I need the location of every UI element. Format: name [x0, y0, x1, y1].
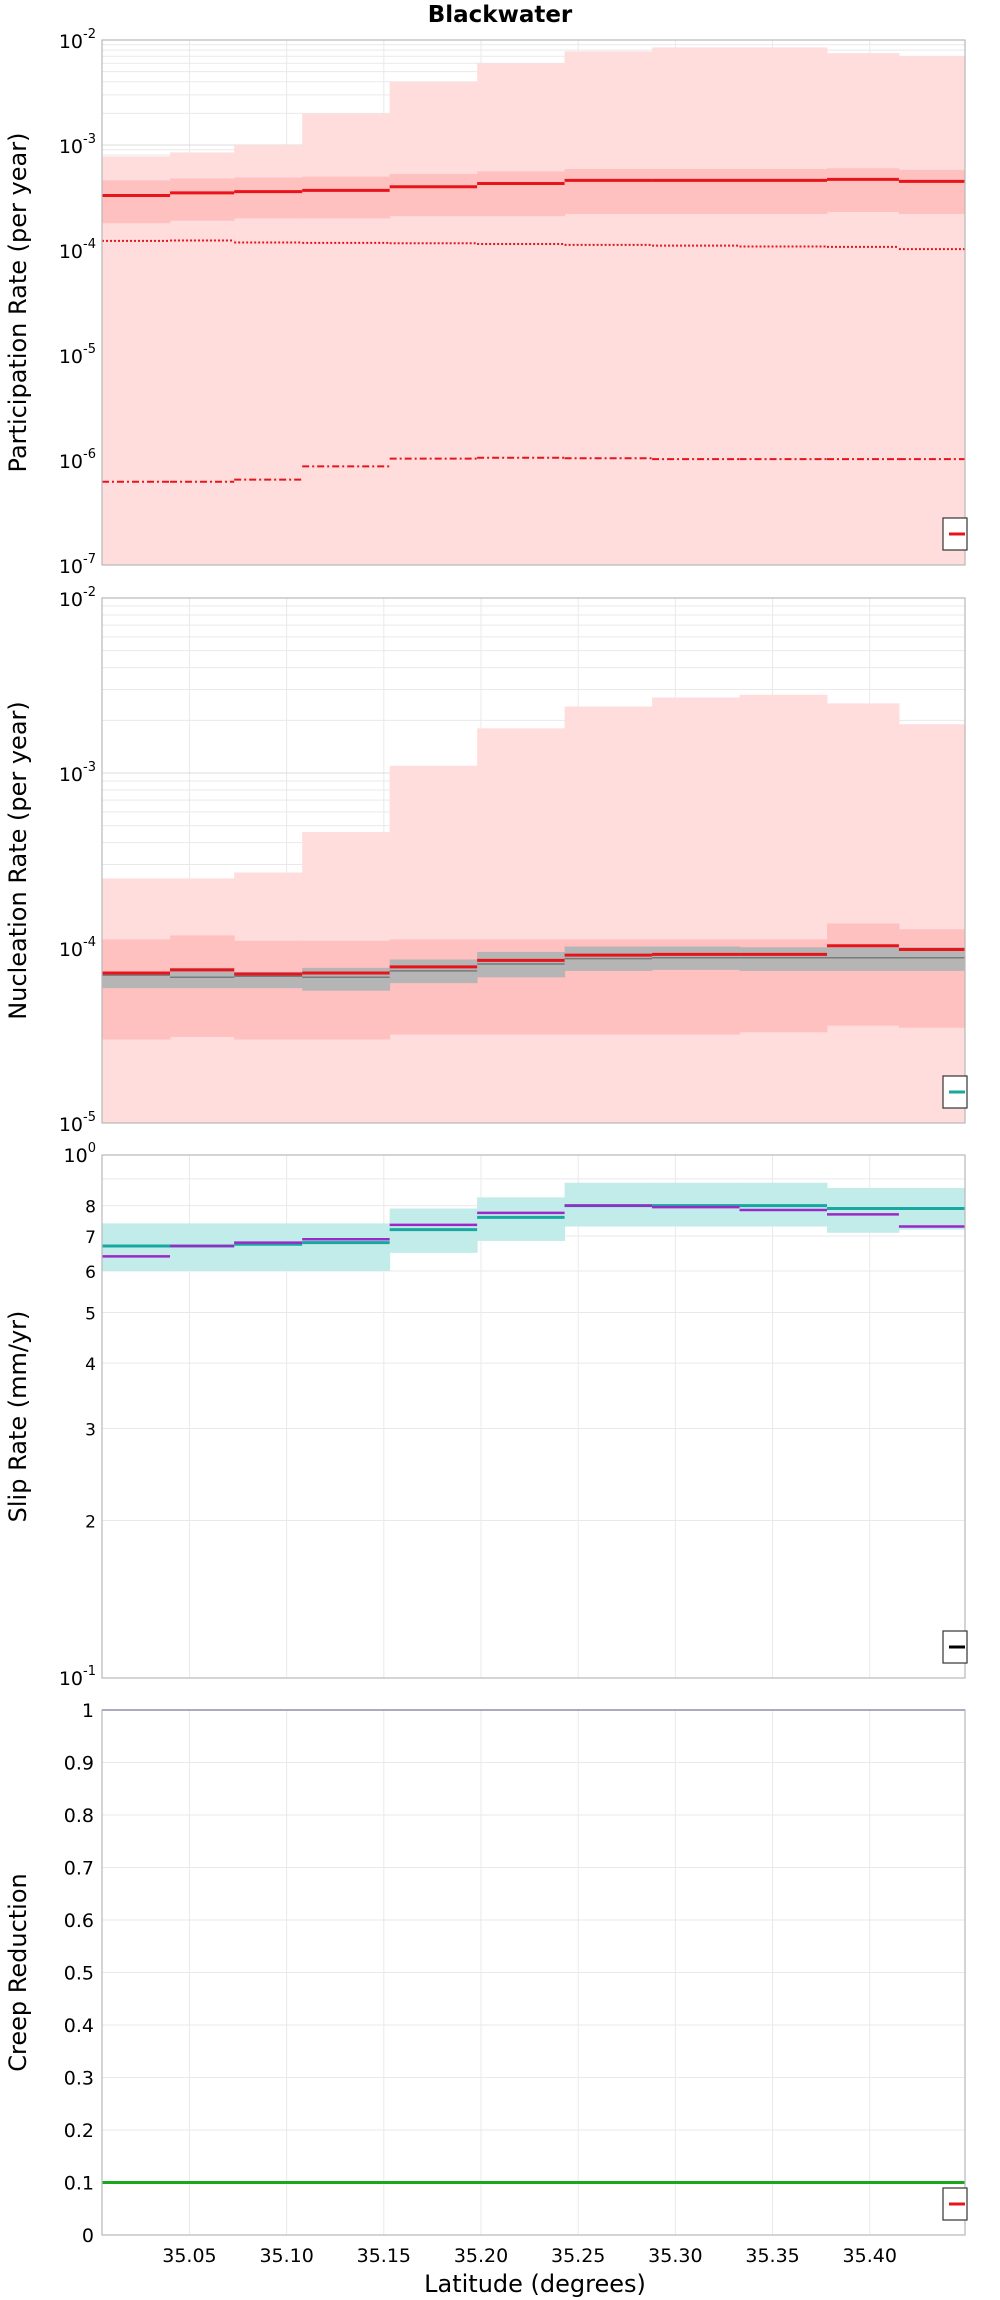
band-bar [102, 180, 171, 224]
legend [942, 2187, 968, 2221]
band-bar [102, 971, 171, 989]
band-bar [739, 694, 828, 1123]
y-tick-label: 3 [85, 1420, 96, 1440]
band-bar [826, 53, 900, 566]
band-bar [302, 176, 391, 219]
y-tick-label: 10-2 [59, 585, 96, 611]
y-axis-label: Participation Rate (per year) [4, 133, 32, 473]
band-bar [170, 178, 235, 221]
y-tick-label: 10-4 [59, 935, 96, 961]
y-tick-label: 2 [85, 1513, 96, 1533]
x-tick-label: 35.35 [745, 2245, 799, 2267]
y-tick-label: 8 [85, 1198, 96, 1218]
plot-frame [101, 39, 966, 566]
y-tick-label: 5 [85, 1304, 96, 1324]
y-tick-label: 0.9 [64, 1753, 94, 1775]
band-bar [826, 703, 900, 1123]
x-tick-label: 35.20 [454, 2245, 508, 2267]
y-tick-label: 10-5 [59, 342, 96, 368]
band-bar [477, 63, 566, 565]
y-tick-label: 10-6 [59, 447, 96, 473]
band-bar [898, 724, 966, 1123]
band-bar [652, 169, 741, 215]
x-tick-label: 35.05 [162, 2245, 216, 2267]
x-tick-label: 35.40 [843, 2245, 897, 2267]
y-axis-label: Slip Rate (mm/yr) [4, 1311, 32, 1523]
band-bar [389, 81, 478, 566]
band-bar [564, 51, 653, 565]
band-bar [389, 173, 478, 217]
y-tick-label: 10-4 [59, 237, 96, 263]
y-tick-label: 4 [85, 1355, 96, 1375]
band-bar [898, 56, 966, 565]
legend [942, 1075, 968, 1109]
y-tick-label: 1 [82, 1700, 94, 1722]
legend [942, 1630, 968, 1664]
x-tick-label: 35.10 [259, 2245, 313, 2267]
band-bar [102, 156, 171, 565]
band-bar [652, 47, 741, 566]
legend [942, 517, 968, 551]
x-ticks: 35.05 35.10 35.15 35.20 35.25 35.30 35.35 35.40 [162, 2245, 897, 2267]
band-bar [826, 168, 900, 213]
band-bar [234, 1223, 303, 1272]
band-bar [477, 1197, 566, 1241]
y-tick-label: 10-1 [59, 1664, 96, 1690]
y-tick-label: 10-3 [59, 760, 96, 786]
x-axis-label: Latitude (degrees) [424, 2270, 646, 2298]
y-tick-label: 7 [85, 1228, 96, 1248]
panel-nucleation: 10-5 10-4 10-3 10-2 Nucleation Rate (per yea… [4, 585, 968, 1136]
band-bar [302, 967, 391, 991]
x-tick-label: 35.15 [357, 2245, 411, 2267]
y-tick-label: 10-5 [59, 1110, 96, 1136]
band-bar [739, 47, 828, 566]
band-bar [234, 940, 303, 1040]
y-tick-label: 0.3 [64, 2068, 94, 2090]
band-bar [898, 947, 966, 971]
panel-participation: 10-7 10-6 10-5 10-4 10-3 10-2 Participation Ra… [4, 27, 968, 578]
y-tick-label: 0.5 [64, 1963, 94, 1985]
band-bar [477, 171, 566, 217]
chart-title: Blackwater [428, 2, 573, 28]
y-tick-label: 0.1 [64, 2173, 94, 2195]
y-tick-label: 10-7 [59, 552, 96, 578]
band-bar [739, 947, 828, 971]
band-bar [652, 697, 741, 1123]
y-axis-label: Creep Reduction [4, 1873, 32, 2071]
y-tick-label: 0.4 [64, 2015, 94, 2037]
x-tick-label: 35.25 [551, 2245, 605, 2267]
band-bar [564, 169, 653, 215]
band-bar [826, 923, 900, 1026]
x-tick-label: 35.30 [648, 2245, 702, 2267]
y-tick-label: 0.2 [64, 2120, 94, 2142]
band-bar [564, 706, 653, 1123]
band-bar [170, 152, 235, 565]
y-tick-label: 10-2 [59, 27, 96, 53]
y-tick-label: 0 [82, 2225, 94, 2247]
y-axis-label: Nucleation Rate (per year) [4, 701, 32, 1020]
plot-frame [101, 1709, 966, 2236]
y-tick-label: 6 [85, 1263, 96, 1283]
panel-slip: 10-1 2 3 4 5 6 7 8 100 Slip Rate (mm/yr) [4, 1141, 968, 1690]
y-tick-label: 0.6 [64, 1910, 94, 1932]
y-tick-label: 100 [64, 1141, 96, 1167]
band-bar [898, 169, 966, 215]
band-bar [898, 929, 966, 1028]
band-bar [739, 169, 828, 215]
band-bar [477, 728, 566, 1123]
band-bar [389, 939, 478, 1035]
panels: 10-7 10-6 10-5 10-4 10-3 10-2 Participation Ra… [4, 27, 968, 2267]
panel-creep: 0 0.1 0.2 0.3 0.4 0.5 0.6 0.7 0.8 0.9 1 Creep Reduc… [4, 1700, 968, 2247]
band-bar [302, 1223, 391, 1272]
y-tick-label: 0.8 [64, 1805, 94, 1827]
y-tick-label: 0.7 [64, 1858, 94, 1880]
plot-frame [101, 1154, 966, 1679]
band-bar [234, 177, 303, 219]
band-bar [826, 947, 900, 971]
plot-frame [101, 597, 966, 1124]
band-bar [826, 1187, 900, 1233]
y-tick-label: 10-3 [59, 132, 96, 158]
band-bar [102, 939, 171, 1040]
